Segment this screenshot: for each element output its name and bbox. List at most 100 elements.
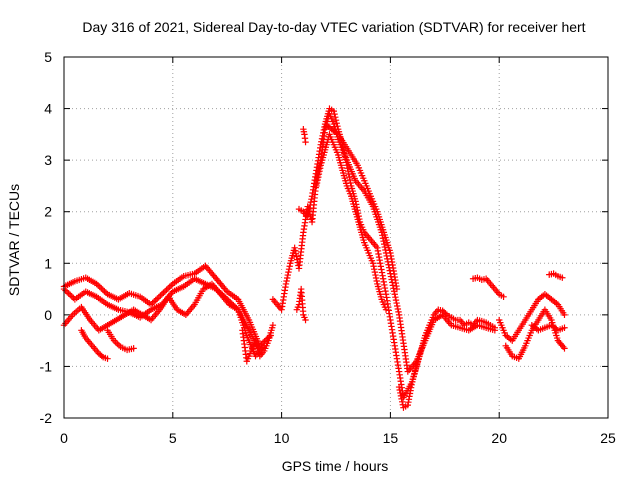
data-point bbox=[282, 280, 290, 288]
series-trace-16 bbox=[546, 270, 566, 281]
data-point bbox=[334, 122, 341, 130]
data-point bbox=[163, 286, 170, 294]
data-point bbox=[114, 340, 121, 347]
data-point bbox=[491, 324, 499, 331]
x-tick-label: 15 bbox=[383, 430, 399, 446]
y-axis-label: SDTVAR / TECUs bbox=[6, 184, 22, 296]
data-point bbox=[369, 260, 377, 267]
y-tick-label: 1 bbox=[44, 255, 52, 271]
data-point bbox=[157, 292, 164, 299]
data-point bbox=[398, 395, 405, 403]
x-tick-label: 25 bbox=[600, 430, 616, 446]
data-point bbox=[286, 263, 293, 270]
data-point bbox=[442, 310, 449, 317]
x-tick-label: 20 bbox=[491, 430, 507, 446]
data-point bbox=[561, 324, 568, 331]
x-tick-labels: 0 5 10 15 20 25 bbox=[60, 430, 616, 446]
data-point bbox=[396, 386, 403, 394]
data-point bbox=[341, 150, 348, 157]
data-point bbox=[284, 271, 292, 279]
data-point bbox=[292, 250, 300, 257]
y-tick-label: 2 bbox=[44, 204, 52, 220]
data-point bbox=[315, 173, 322, 181]
data-point bbox=[371, 268, 379, 276]
data-point bbox=[380, 237, 387, 245]
data-point bbox=[370, 263, 377, 270]
data-point bbox=[397, 389, 404, 397]
series-trace-12 bbox=[469, 274, 507, 301]
chart-title: Day 316 of 2021, Sidereal Day-to-day VTE… bbox=[82, 19, 585, 35]
data-point bbox=[130, 345, 137, 352]
data-point bbox=[399, 398, 406, 405]
data-point bbox=[67, 291, 74, 299]
data-point bbox=[319, 132, 326, 140]
series-trace-17 bbox=[300, 126, 309, 146]
data-point bbox=[152, 296, 159, 304]
data-point bbox=[333, 119, 340, 127]
data-point bbox=[166, 283, 173, 291]
data-point bbox=[341, 153, 349, 160]
series-trace-3 bbox=[60, 280, 268, 360]
series-trace-15 bbox=[528, 321, 568, 334]
data-point bbox=[291, 244, 298, 252]
data-marks bbox=[60, 105, 568, 411]
data-point bbox=[318, 135, 326, 142]
data-point bbox=[161, 288, 169, 295]
data-point bbox=[395, 308, 402, 316]
data-point bbox=[313, 179, 321, 187]
data-point bbox=[330, 107, 338, 115]
x-tick-label: 0 bbox=[60, 430, 68, 446]
data-point bbox=[307, 198, 315, 206]
data-point bbox=[302, 316, 309, 324]
series-trace-10 bbox=[321, 120, 401, 293]
data-point bbox=[372, 271, 379, 279]
data-point bbox=[500, 293, 507, 301]
data-point bbox=[345, 170, 352, 178]
series-trace-9 bbox=[313, 131, 390, 313]
data-point bbox=[373, 277, 380, 285]
data-point bbox=[346, 176, 354, 184]
y-tick-label: 4 bbox=[44, 101, 52, 117]
data-point bbox=[393, 285, 401, 293]
data-point bbox=[315, 170, 323, 178]
x-axis-label: GPS time / hours bbox=[282, 458, 389, 474]
data-point bbox=[104, 355, 111, 362]
data-point bbox=[392, 296, 400, 304]
data-point bbox=[331, 110, 338, 118]
data-point bbox=[160, 289, 167, 296]
data-point bbox=[372, 274, 380, 282]
y-tick-label: -2 bbox=[40, 410, 53, 426]
data-point bbox=[393, 299, 400, 307]
data-point bbox=[394, 302, 401, 310]
data-point bbox=[269, 321, 277, 329]
series-trace-5 bbox=[104, 327, 137, 354]
data-point bbox=[112, 338, 119, 346]
data-point bbox=[283, 274, 291, 282]
data-point bbox=[392, 293, 399, 301]
data-point bbox=[316, 167, 323, 175]
data-point bbox=[346, 173, 353, 181]
series-trace-13 bbox=[496, 291, 568, 344]
data-point bbox=[371, 265, 378, 273]
data-point bbox=[382, 306, 390, 313]
y-tick-label: -1 bbox=[40, 358, 53, 374]
data-point bbox=[158, 291, 166, 298]
data-point bbox=[343, 162, 351, 169]
data-point bbox=[99, 286, 107, 294]
series-trace-11 bbox=[395, 306, 499, 411]
data-point bbox=[394, 305, 402, 313]
data-point bbox=[305, 207, 313, 215]
data-point bbox=[320, 129, 327, 137]
y-tick-label: 3 bbox=[44, 152, 52, 168]
data-point bbox=[292, 247, 299, 254]
data-point bbox=[285, 268, 292, 276]
data-point bbox=[439, 307, 446, 314]
data-point bbox=[154, 295, 161, 302]
data-point bbox=[293, 253, 300, 260]
data-point bbox=[285, 265, 293, 273]
data-point bbox=[395, 383, 403, 391]
y-tick-label: 0 bbox=[44, 307, 52, 323]
data-point bbox=[306, 204, 313, 212]
data-point bbox=[561, 311, 568, 319]
